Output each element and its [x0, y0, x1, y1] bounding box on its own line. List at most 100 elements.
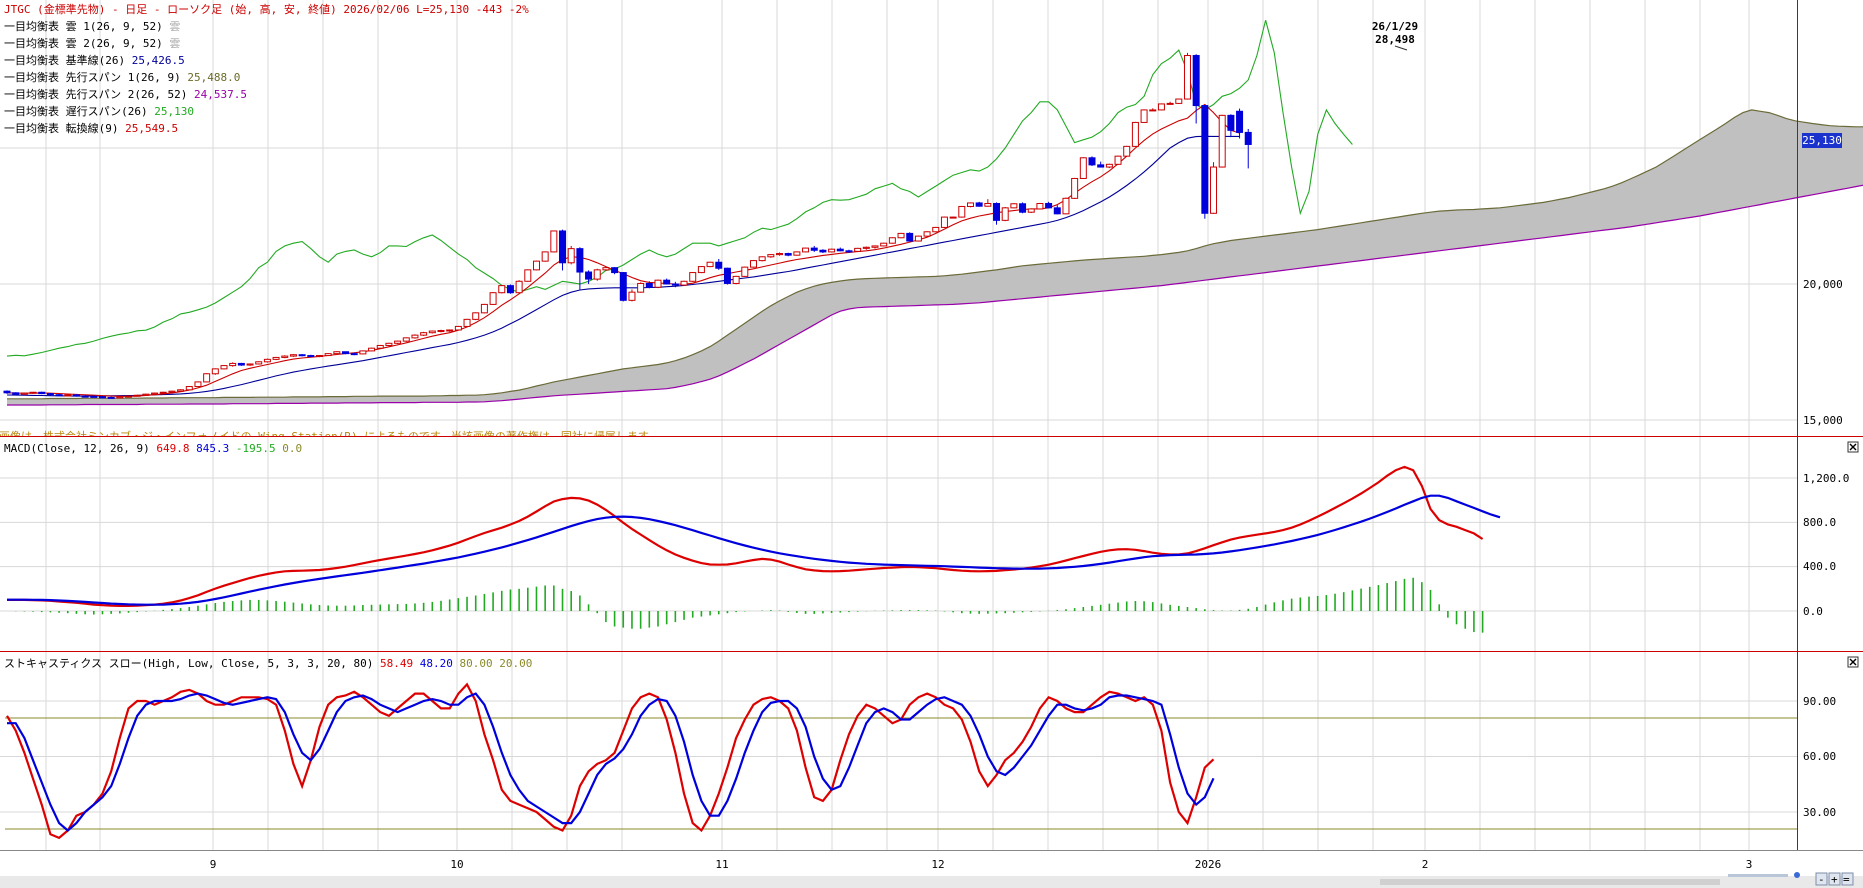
candle [723, 267, 731, 285]
candle [220, 365, 228, 370]
stoch-close-button[interactable] [1847, 656, 1859, 668]
macd-y-axis: 1,200.0 800.0 400.0 0.0 [1803, 472, 1849, 618]
candle [12, 392, 20, 395]
candle [802, 247, 810, 253]
svg-text:+: + [1831, 873, 1838, 886]
candle-body [498, 285, 506, 294]
candle-body [64, 394, 72, 397]
candle-body [611, 267, 619, 274]
candle [315, 354, 323, 358]
candle [1036, 202, 1044, 210]
candle-body [463, 318, 471, 327]
leading-span-1-line [7, 109, 1863, 400]
candle-body [255, 361, 263, 365]
candle-body [1166, 102, 1174, 105]
candle-body [46, 393, 54, 396]
candle [133, 394, 141, 397]
candle [125, 395, 133, 398]
candle-body [1210, 166, 1218, 214]
candle [749, 260, 757, 268]
candle [463, 318, 471, 327]
candle-body [55, 394, 63, 397]
candle-body [420, 332, 428, 336]
candle [1166, 101, 1174, 105]
candle [359, 350, 367, 355]
grid-lines [0, 0, 1797, 850]
candle [411, 334, 419, 339]
candle [966, 202, 974, 208]
candle [1097, 161, 1105, 168]
zoom-slider-handle[interactable] [1794, 872, 1800, 878]
candle-body [385, 342, 393, 346]
candle [480, 303, 488, 314]
candle [1218, 114, 1226, 168]
zoom-in-button[interactable]: + [1828, 872, 1841, 886]
candle-body [602, 267, 610, 271]
candle-body [1010, 203, 1018, 209]
stoch-legend-label: ストキャスティクス スロー(High, Low, Close, 5, 3, 3,… [4, 657, 373, 670]
macd-legend-macd: 649.8 [156, 442, 189, 455]
candle [645, 281, 653, 289]
candle-body [732, 275, 740, 284]
candle [550, 230, 558, 253]
macd-legend-label: MACD(Close, 12, 26, 9) [4, 442, 150, 455]
candle [1053, 205, 1061, 215]
candle-body [90, 395, 98, 398]
macd-legend-hist: -195.5 [236, 442, 276, 455]
candle [541, 251, 549, 262]
stoch-legend-ref80: 80.00 [460, 657, 493, 670]
candle-body [437, 330, 445, 333]
stoch-legend-d: 48.20 [420, 657, 453, 670]
candle-body [628, 291, 636, 301]
y-tick-20000: 20,000 [1803, 278, 1843, 291]
macd-close-button[interactable] [1847, 441, 1859, 453]
candle [1001, 207, 1009, 222]
legend-kijun: 一目均衡表 基準線(26) 25,426.5 [4, 53, 185, 67]
candle-body [1097, 164, 1105, 168]
candle-body [871, 245, 879, 248]
svg-text:-: - [1818, 873, 1825, 886]
candle [55, 393, 63, 397]
candle-body [706, 261, 714, 268]
candle-body [524, 269, 532, 282]
candle [1149, 108, 1157, 112]
candle [611, 267, 619, 275]
candle-body [1175, 98, 1183, 104]
candle-body [142, 393, 150, 396]
candle-body [1140, 109, 1148, 123]
macd-tick-800: 800.0 [1803, 516, 1836, 529]
main-y-axis: 20,000 15,000 [1803, 278, 1843, 427]
stoch-tick-30: 30.00 [1803, 806, 1836, 819]
candle-body [984, 202, 992, 207]
candle [1079, 157, 1087, 180]
candle [706, 261, 714, 268]
legend-chikou-value: 25,130 [154, 105, 194, 118]
fit-button[interactable]: = [1841, 872, 1854, 886]
legend-span1: 一目均衡表 先行スパン 1(26, 9) 25,488.0 [4, 70, 240, 84]
scroll-thumb[interactable] [1380, 879, 1720, 885]
candle [237, 362, 245, 366]
zoom-slider[interactable] [1728, 874, 1788, 877]
candle-body [1019, 203, 1027, 213]
candle-body [836, 248, 844, 252]
candle [732, 275, 740, 285]
candle [446, 329, 454, 332]
candle-body [133, 394, 141, 397]
candle [289, 354, 297, 357]
candle [576, 247, 584, 290]
legend-tenkan-label: 一目均衡表 転換線(9) [4, 121, 119, 135]
zoom-out-button[interactable]: - [1815, 872, 1828, 886]
candle-body [697, 266, 705, 274]
candle [428, 330, 436, 334]
stoch-legend-ref20: 20.00 [499, 657, 532, 670]
candle [159, 391, 167, 394]
candle-body [185, 386, 193, 391]
legend-span1-value: 25,488.0 [187, 71, 240, 84]
candle-body [98, 396, 106, 399]
candle [20, 392, 28, 395]
candle-body [281, 355, 289, 358]
chart-title: JTGC (金標準先物) - 日足 - ローソク足 (始, 高, 安, 終値) … [4, 2, 529, 16]
candle [758, 256, 766, 262]
candle [984, 199, 992, 207]
